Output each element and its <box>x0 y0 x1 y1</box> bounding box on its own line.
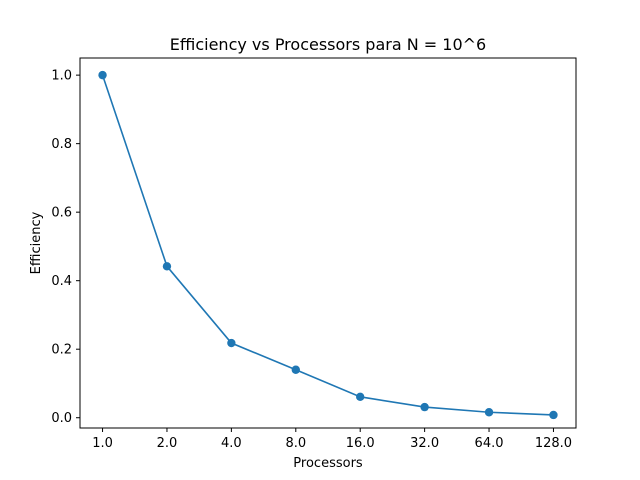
x-tick-label: 1.0 <box>92 436 113 451</box>
data-point <box>420 402 429 412</box>
y-tick-label: 1.0 <box>51 69 72 84</box>
data-point <box>98 70 107 80</box>
chart-title: Efficiency vs Processors para N = 10^6 <box>170 35 486 54</box>
efficiency-series-points <box>98 70 558 420</box>
efficiency-series-line <box>101 74 554 416</box>
y-tick-label: 0.2 <box>51 343 72 358</box>
data-point <box>227 338 236 348</box>
x-tick-label: 64.0 <box>475 436 504 451</box>
x-axis-label: Processors <box>293 456 363 471</box>
x-tick-label: 4.0 <box>221 436 242 451</box>
x-tick-label: 16.0 <box>346 436 375 451</box>
y-axis-ticks: 0.0 0.2 0.4 0.6 0.8 1.0 <box>51 69 80 426</box>
data-point <box>356 392 365 402</box>
data-point <box>549 410 558 420</box>
y-tick-label: 0.0 <box>51 411 72 426</box>
y-tick-label: 0.8 <box>51 137 72 152</box>
x-tick-label: 8.0 <box>285 436 306 451</box>
x-tick-label: 128.0 <box>535 436 572 451</box>
plot-area <box>79 57 577 429</box>
data-point <box>291 365 300 374</box>
data-point <box>162 262 172 271</box>
x-tick-label: 32.0 <box>410 436 439 451</box>
data-point <box>484 408 494 417</box>
y-tick-label: 0.6 <box>51 206 72 221</box>
y-axis-label: Efficiency <box>29 211 44 274</box>
x-tick-label: 2.0 <box>157 436 178 451</box>
y-tick-label: 0.4 <box>51 274 72 289</box>
x-axis-ticks: 1.0 2.0 4.0 8.0 16.0 32.0 64.0 128.0 <box>92 428 572 451</box>
